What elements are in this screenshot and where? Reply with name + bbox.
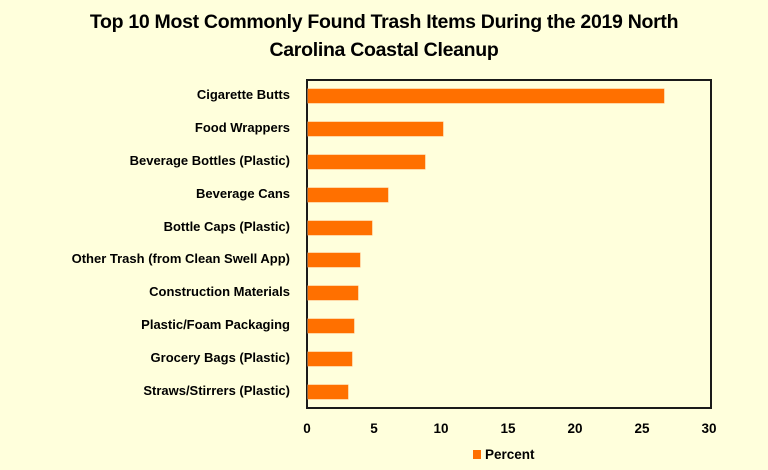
bar <box>308 122 444 137</box>
bar <box>308 220 373 235</box>
category-label: Beverage Bottles (Plastic) <box>129 153 290 168</box>
category-label: Plastic/Foam Packaging <box>141 317 290 332</box>
bar <box>308 319 354 333</box>
bar <box>308 155 425 169</box>
x-tick-label: 25 <box>634 421 650 436</box>
chart-title: Top 10 Most Commonly Found Trash Items D… <box>0 8 768 64</box>
category-label: Food Wrappers <box>194 120 290 136</box>
bar <box>308 384 349 399</box>
category-label: Cigarette Butts <box>196 87 290 103</box>
category-label: Beverage Cans <box>196 185 290 201</box>
bar <box>308 253 361 268</box>
x-tick-label: 10 <box>433 421 449 436</box>
x-tick-label: 5 <box>370 421 378 436</box>
chart-title-line-1: Top 10 Most Commonly Found Trash Items D… <box>89 11 679 33</box>
x-tick-label: 20 <box>567 421 583 436</box>
chart-title-line-2: Carolina Coastal Cleanup <box>269 39 499 61</box>
category-label: Grocery Bags (Plastic) <box>150 349 290 365</box>
x-tick-label: 0 <box>303 421 311 436</box>
legend-label: Percent <box>485 447 535 462</box>
bar <box>308 89 665 104</box>
category-label: Bottle Caps (Plastic) <box>163 218 290 234</box>
bar <box>308 286 358 301</box>
plot-area <box>306 79 712 409</box>
category-label: Other Trash (from Clean Swell App) <box>71 251 290 267</box>
x-tick-label: 15 <box>500 421 516 436</box>
bar <box>308 187 389 202</box>
legend-swatch <box>473 450 481 459</box>
legend: Percent <box>473 447 535 462</box>
x-tick-label: 30 <box>701 421 717 436</box>
bar <box>308 351 353 366</box>
category-label: Straws/Stirrers (Plastic) <box>143 382 290 398</box>
category-label: Construction Materials <box>149 284 290 300</box>
